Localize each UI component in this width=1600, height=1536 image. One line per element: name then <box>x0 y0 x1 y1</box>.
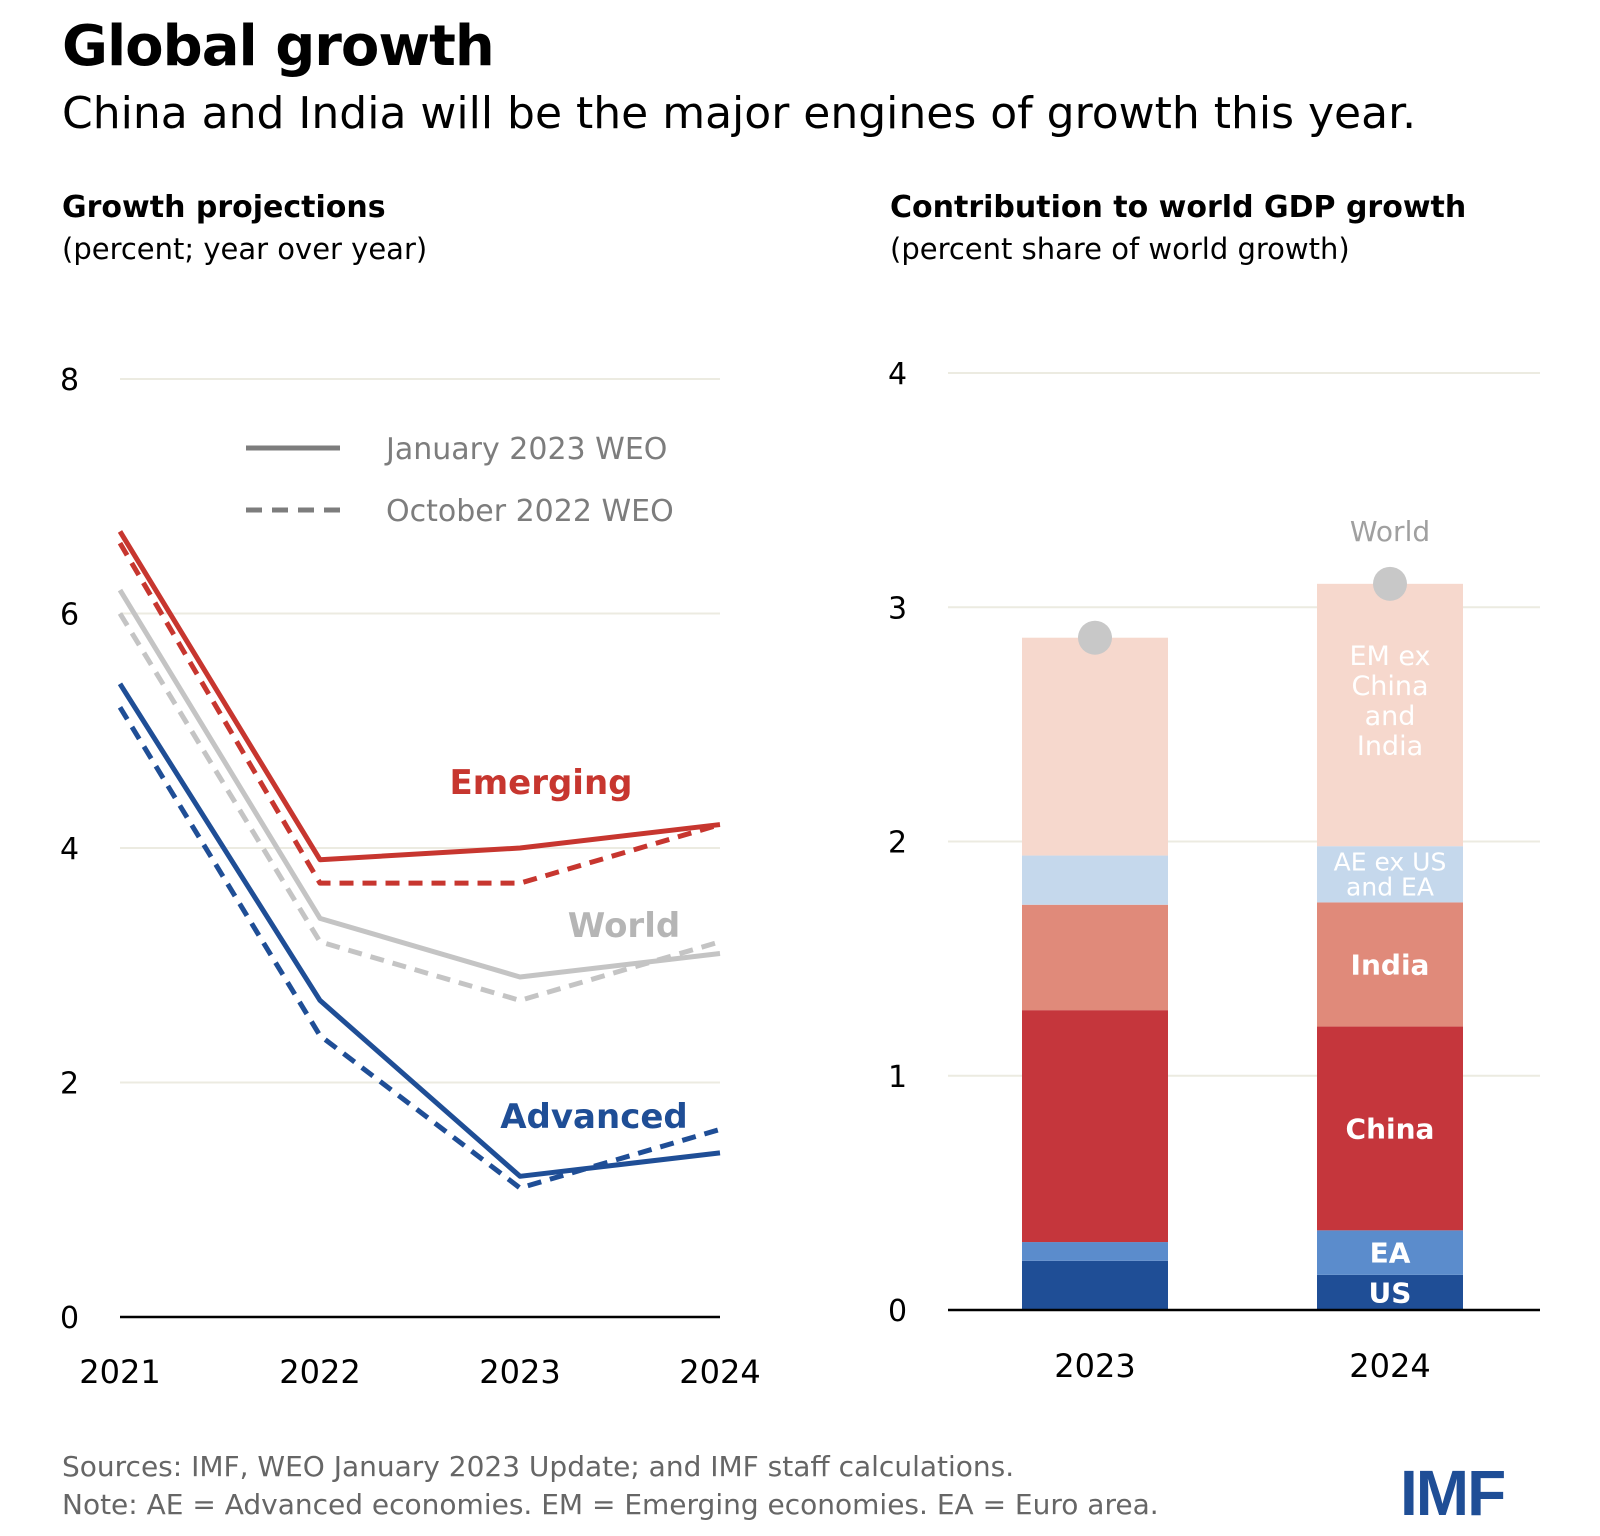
legend-label: October 2022 WEO <box>386 494 674 529</box>
bar-segment-ea-2024 <box>1317 1230 1463 1275</box>
contribution-chart: 0 1 2 3 4 2023 US EA China India AE ex US and EA EM … <box>888 357 1540 1385</box>
bar-label-us: US <box>1369 1276 1412 1309</box>
bar-segment-us-2024 <box>1317 1274 1463 1310</box>
abbreviation-note: Note: AE = Advanced economies. EM = Emer… <box>62 1488 1159 1521</box>
bar-segment-ea-2023 <box>1022 1242 1168 1261</box>
x-tick-label: 2024 <box>1349 1347 1430 1385</box>
y-tick-label: 2 <box>60 1067 79 1102</box>
emerging-line-solid <box>117 530 721 863</box>
right-panel-title: Contribution to world GDP growth <box>890 190 1467 225</box>
growth-projections-chart: 0 2 4 6 8 2021 2022 2023 2024 January 2023 WEO Oct… <box>60 363 760 1391</box>
y-tick-label: 6 <box>60 598 79 633</box>
x-tick-label: 2023 <box>479 1353 560 1391</box>
y-tick-label: 4 <box>60 832 79 867</box>
y-tick-label: 8 <box>60 363 79 398</box>
bar-segment-china-2023 <box>1022 1010 1168 1243</box>
y-tick-label: 3 <box>888 591 907 626</box>
advanced-line-solid <box>117 682 721 1179</box>
x-tick-label: 2022 <box>279 1353 360 1391</box>
world-marker-2023 <box>1078 620 1112 655</box>
left-panel-subtitle: (percent; year over year) <box>62 232 428 266</box>
world-marker-2024 <box>1373 566 1407 601</box>
y-tick-label: 2 <box>888 826 907 861</box>
bar-segment-em-ex-china-and-india-2023 <box>1022 637 1168 856</box>
advanced-line-dashed <box>117 705 721 1191</box>
bar-segment-india-2023 <box>1022 904 1168 1011</box>
bar-segment-us-2023 <box>1022 1260 1168 1310</box>
x-tick-label: 2024 <box>679 1353 760 1391</box>
bar-label-ea: EA <box>1370 1237 1411 1270</box>
x-tick-label: 2023 <box>1054 1347 1135 1385</box>
y-tick-label: 0 <box>60 1301 79 1336</box>
bar-label-china: China <box>1346 1112 1435 1145</box>
bar-segment-ae-ex-us-and-ea-2023 <box>1022 855 1168 905</box>
world-marker-label: World <box>1350 515 1430 548</box>
page-title: Global growth <box>62 14 495 79</box>
bar-label-ae-ex-us-ea: AE ex US and EA <box>1334 847 1447 901</box>
world-line-dashed <box>117 612 721 1003</box>
legend-label: January 2023 WEO <box>384 432 667 467</box>
bar-segment-india-2024 <box>1317 902 1463 1027</box>
left-panel-title: Growth projections <box>62 190 386 225</box>
emerging-line-dashed <box>117 541 721 886</box>
sources-note: Sources: IMF, WEO January 2023 Update; a… <box>62 1450 1015 1483</box>
page-subtitle: China and India will be the major engine… <box>62 88 1417 139</box>
imf-logo: IMF <box>1400 1457 1506 1529</box>
bar-label-india: India <box>1351 948 1430 981</box>
world-series-label: World <box>568 906 680 946</box>
bar-segment-ae-ex-us-and-ea-2024 <box>1317 846 1463 903</box>
right-panel-subtitle: (percent share of world growth) <box>890 232 1350 266</box>
x-tick-label: 2021 <box>79 1353 160 1391</box>
bar-label-em-ex-china-india: EM ex China and India <box>1349 641 1430 762</box>
world-line-solid <box>117 588 721 980</box>
bar-segment-china-2024 <box>1317 1026 1463 1231</box>
y-tick-label: 0 <box>888 1294 907 1329</box>
emerging-series-label: Emerging <box>449 763 632 803</box>
bar-segment-em-ex-china-and-india-2024 <box>1317 583 1463 847</box>
y-tick-label: 1 <box>888 1060 907 1095</box>
y-tick-label: 4 <box>888 357 907 392</box>
advanced-series-label: Advanced <box>500 1097 688 1137</box>
